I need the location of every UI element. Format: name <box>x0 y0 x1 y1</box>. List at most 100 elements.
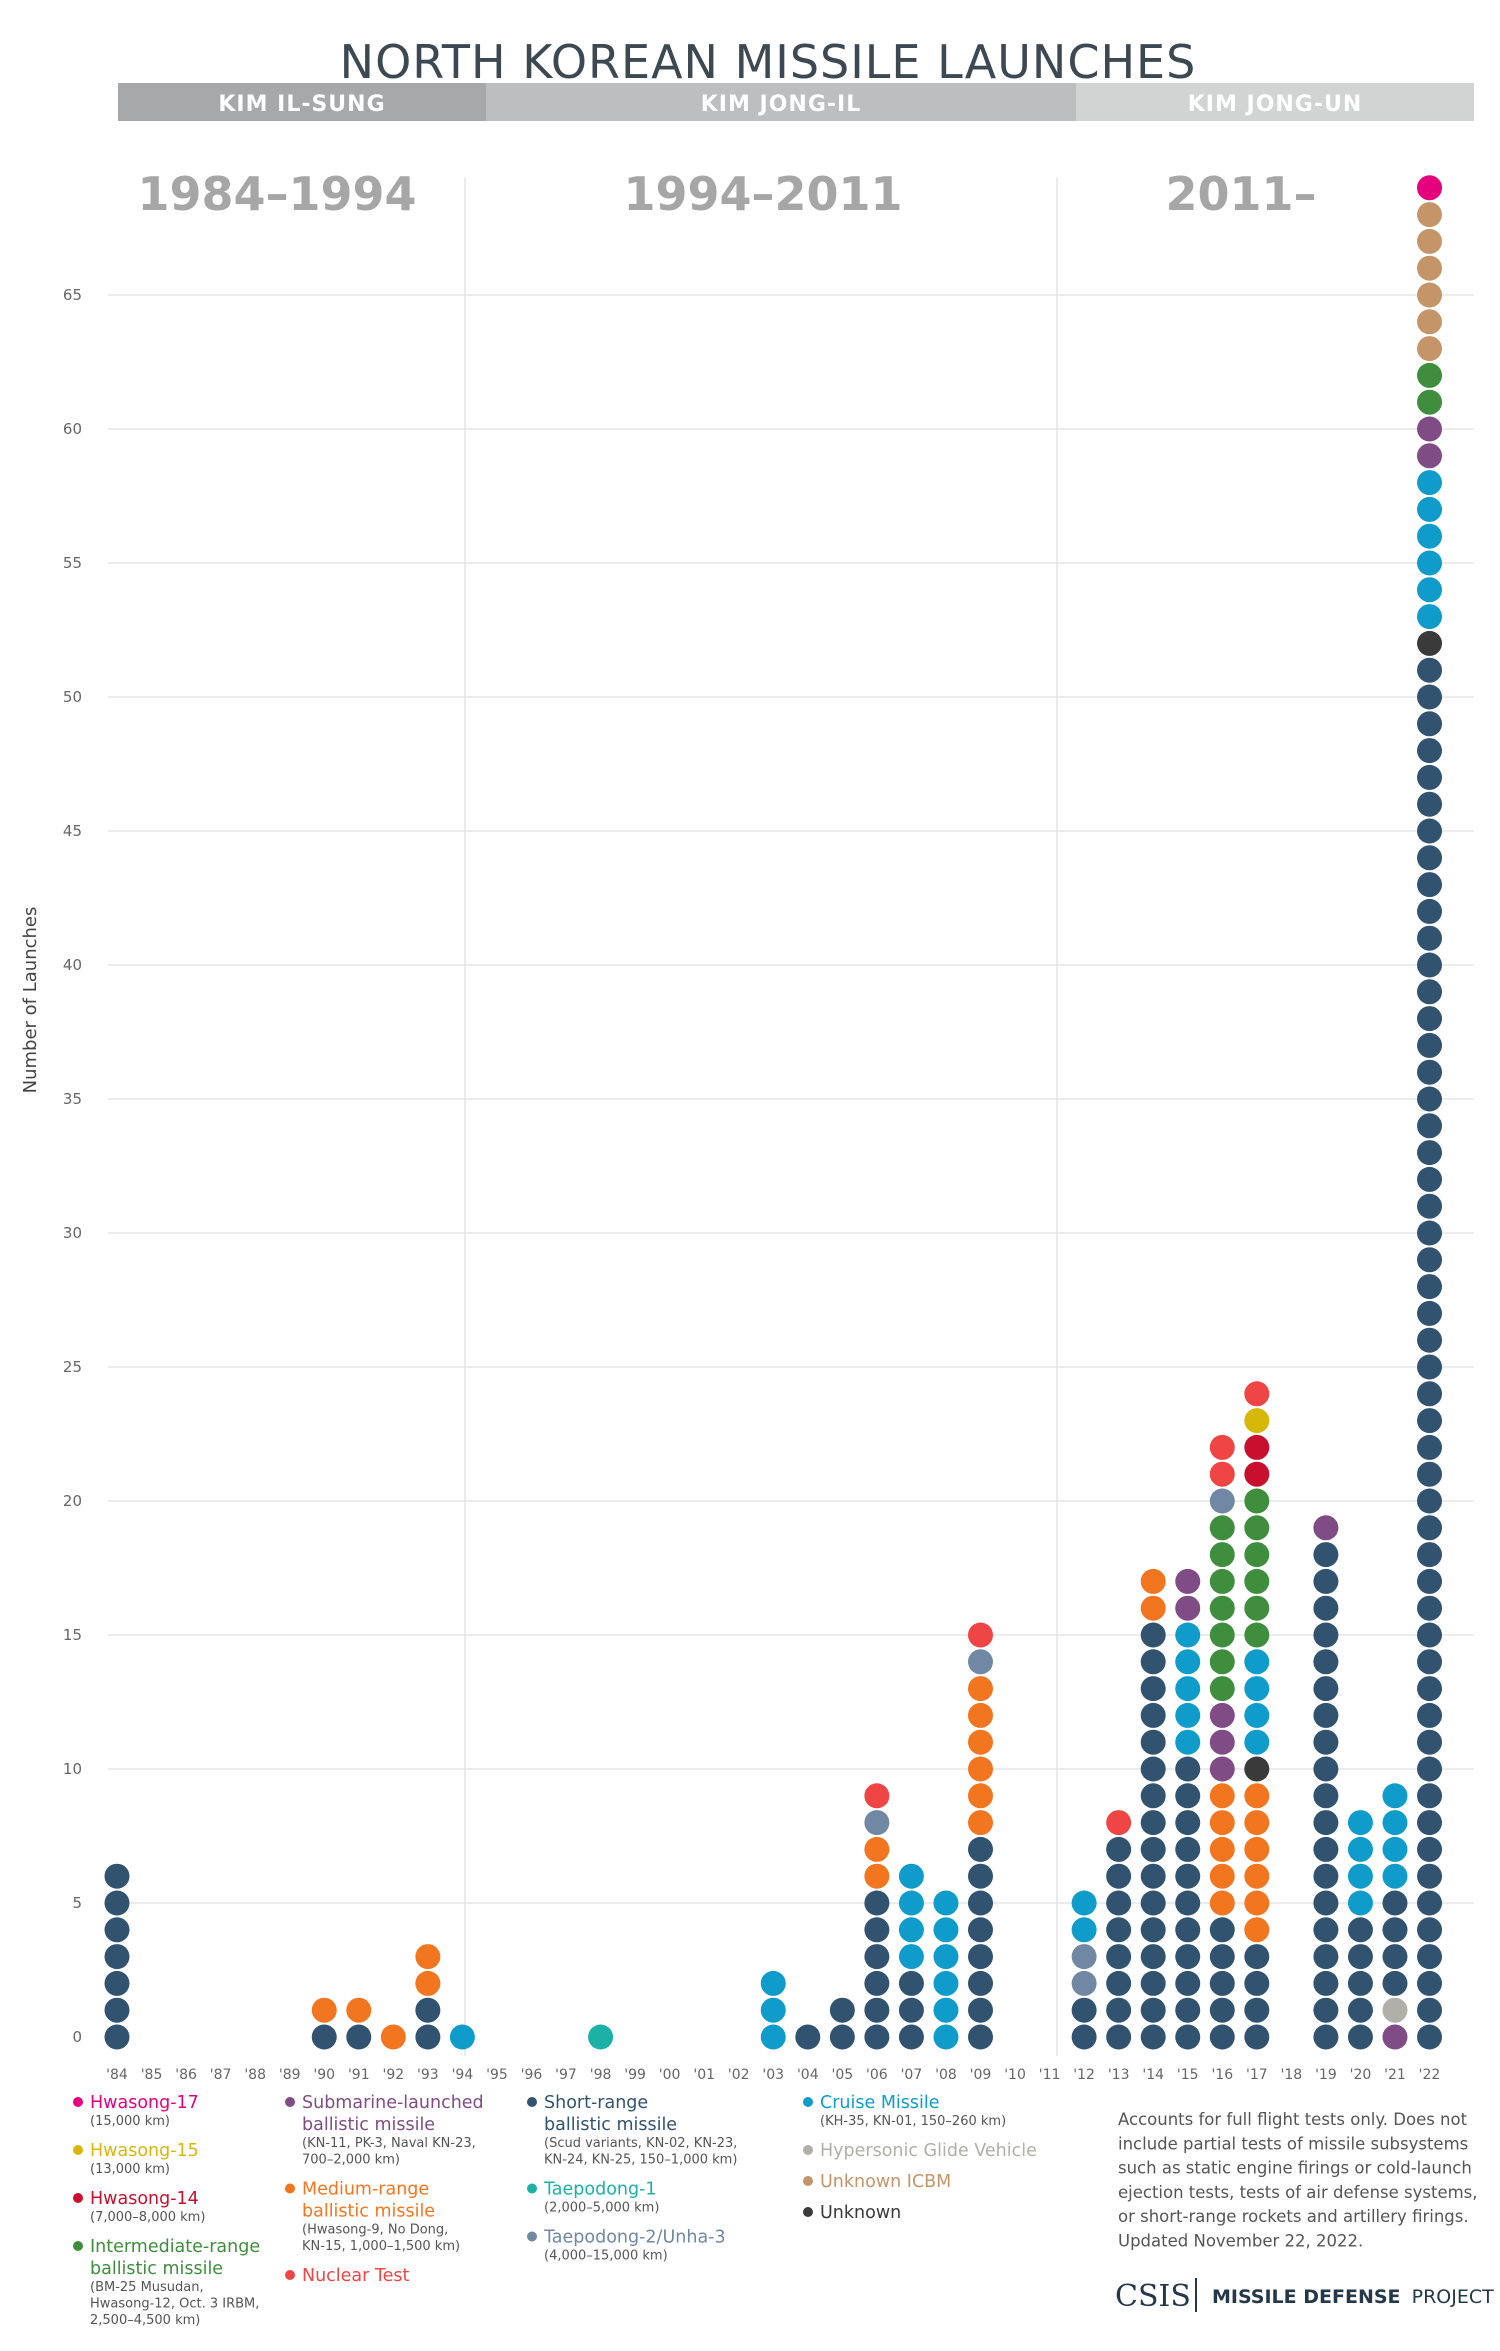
legend-description: (13,000 km) <box>90 2162 170 2177</box>
era-label-1984-1994: 1984–1994 <box>137 167 416 221</box>
launch-dot-short-range-ballistic-missile <box>968 1890 993 1916</box>
launch-dot-nuclear-test <box>1209 1461 1235 1487</box>
launch-dot-taepodong-2-unha-3 <box>864 1810 890 1836</box>
y-tick-label: 10 <box>63 1760 82 1778</box>
launch-dot-short-range-ballistic-missile <box>1417 1140 1443 1166</box>
launch-dot-short-range-ballistic-missile <box>1106 1997 1132 2023</box>
launch-dot-short-range-ballistic-missile <box>1209 1917 1235 1943</box>
launch-dot-short-range-ballistic-missile <box>1313 1756 1339 1782</box>
launch-dot-short-range-ballistic-missile <box>1417 1944 1443 1970</box>
chart-title: NORTH KOREAN MISSILE LAUNCHES <box>340 35 1197 89</box>
legend-swatch <box>73 2241 83 2251</box>
launch-dot-short-range-ballistic-missile <box>898 1970 924 1996</box>
launch-dot-short-range-ballistic-missile <box>1417 898 1443 924</box>
launch-dot-hwasong-17 <box>1417 175 1443 201</box>
launch-dot-cruise-missile <box>1417 550 1443 576</box>
launch-dot-short-range-ballistic-missile <box>1417 1836 1443 1862</box>
x-tick-label: '18 <box>1281 2067 1303 2083</box>
launch-dot-short-range-ballistic-missile <box>1417 1729 1443 1755</box>
x-tick-label: '11 <box>1039 2067 1061 2083</box>
launch-dot-medium-range-ballistic-missile <box>968 1729 993 1755</box>
launch-dot-unknown <box>1417 630 1443 656</box>
launch-dot-short-range-ballistic-missile <box>968 1970 993 1996</box>
launch-dot-short-range-ballistic-missile <box>1417 1863 1443 1889</box>
leader-band-kim-jong-un <box>1076 83 1474 121</box>
legend-name: Hwasong-17 <box>90 2093 199 2113</box>
launch-dot-short-range-ballistic-missile <box>1417 1113 1443 1139</box>
launch-dot-short-range-ballistic-missile <box>1140 1863 1166 1889</box>
legend-name: Hwasong-15 <box>90 2141 199 2161</box>
launch-dot-short-range-ballistic-missile <box>1417 1354 1443 1380</box>
launch-dot-hwasong-15 <box>1244 1408 1270 1434</box>
launch-dot-short-range-ballistic-missile <box>1175 1836 1201 1862</box>
launch-dot-submarine-launched-ballistic-missile <box>1382 2024 1408 2050</box>
legend-description: (7,000–8,000 km) <box>90 2210 205 2225</box>
x-tick-label: '99 <box>624 2067 646 2083</box>
launch-dot-short-range-ballistic-missile <box>1175 1917 1201 1943</box>
launch-dot-short-range-ballistic-missile <box>1175 1944 1201 1970</box>
launch-dot-short-range-ballistic-missile <box>864 1917 890 1943</box>
launch-dot-short-range-ballistic-missile <box>1417 1810 1443 1836</box>
launch-dot-short-range-ballistic-missile <box>1140 2024 1166 2050</box>
x-tick-label: '06 <box>866 2067 888 2083</box>
launch-dot-submarine-launched-ballistic-missile <box>1175 1568 1201 1594</box>
launch-dot-short-range-ballistic-missile <box>1313 1970 1339 1996</box>
launch-dot-short-range-ballistic-missile <box>1417 845 1443 871</box>
launch-dot-cruise-missile <box>1347 1810 1373 1836</box>
launch-dot-short-range-ballistic-missile <box>1417 1542 1443 1568</box>
launch-dot-short-range-ballistic-missile <box>104 1863 130 1889</box>
launch-dot-medium-range-ballistic-missile <box>968 1810 993 1836</box>
legend-item-unknown-icbm: Unknown ICBM <box>803 2172 951 2192</box>
legend-description: (2,000–5,000 km) <box>544 2201 659 2216</box>
launch-dot-short-range-ballistic-missile <box>1347 2024 1373 2050</box>
legend-swatch <box>73 2193 83 2203</box>
launch-dot-short-range-ballistic-missile <box>864 1890 890 1916</box>
launch-dot-submarine-launched-ballistic-missile <box>1313 1515 1339 1541</box>
launch-dot-short-range-ballistic-missile <box>864 2024 890 2050</box>
launch-dot-submarine-launched-ballistic-missile <box>1175 1595 1201 1621</box>
launch-dot-cruise-missile <box>1347 1863 1373 1889</box>
launch-dot-hypersonic-glide-vehicle <box>1382 1997 1408 2023</box>
launch-dot-cruise-missile <box>898 1890 924 1916</box>
legend-item-submarine-launched-ballistic-missile: Submarine-launched ballistic missile(KN-1… <box>285 2093 484 2168</box>
launch-dot-short-range-ballistic-missile <box>1313 1649 1339 1675</box>
launch-dot-short-range-ballistic-missile <box>1382 1917 1408 1943</box>
x-tick-label: '16 <box>1211 2067 1233 2083</box>
legend-description: (KH-35, KN-01, 150–260 km) <box>820 2114 1006 2129</box>
launch-dot-nuclear-test <box>1209 1434 1235 1460</box>
y-tick-label: 20 <box>63 1492 82 1510</box>
launch-dot-intermediate-range-ballistic-missile <box>1417 389 1443 415</box>
launch-dot-medium-range-ballistic-missile <box>1244 1863 1270 1889</box>
launch-dot-unknown-icbm <box>1417 336 1443 362</box>
launch-dot-medium-range-ballistic-missile <box>415 1944 441 1970</box>
launch-dot-medium-range-ballistic-missile <box>1209 1836 1235 1862</box>
legend-name: Taepodong-2/Unha-3 <box>543 2228 726 2248</box>
launch-dot-short-range-ballistic-missile <box>1244 2024 1270 2050</box>
launch-dot-cruise-missile <box>1175 1729 1201 1755</box>
launch-dot-intermediate-range-ballistic-missile <box>1209 1542 1235 1568</box>
launch-dot-cruise-missile <box>898 1917 924 1943</box>
launch-dot-short-range-ballistic-missile <box>1417 1488 1443 1514</box>
launch-dot-short-range-ballistic-missile <box>968 1863 993 1889</box>
launch-dot-unknown-icbm <box>1417 255 1443 281</box>
launch-dot-short-range-ballistic-missile <box>1417 791 1443 817</box>
launch-dot-cruise-missile <box>1175 1622 1201 1648</box>
launch-dot-short-range-ballistic-missile <box>1209 1944 1235 1970</box>
launch-dot-short-range-ballistic-missile <box>1106 1917 1132 1943</box>
launch-dot-medium-range-ballistic-missile <box>1244 1890 1270 1916</box>
y-tick-label: 0 <box>72 2028 82 2046</box>
legend-swatch <box>73 2097 83 2107</box>
launch-dot-short-range-ballistic-missile <box>1140 1970 1166 1996</box>
launch-dot-intermediate-range-ballistic-missile <box>1244 1595 1270 1621</box>
x-tick-label: '02 <box>728 2067 750 2083</box>
launch-dot-short-range-ballistic-missile <box>968 1944 993 1970</box>
launch-dot-medium-range-ballistic-missile <box>864 1836 890 1862</box>
launch-dot-short-range-ballistic-missile <box>1175 1783 1201 1809</box>
launch-dot-short-range-ballistic-missile <box>1417 711 1443 737</box>
launch-dot-short-range-ballistic-missile <box>1106 1890 1132 1916</box>
y-tick-label: 35 <box>63 1090 82 1108</box>
launch-dot-short-range-ballistic-missile <box>1417 1702 1443 1728</box>
launch-dot-short-range-ballistic-missile <box>1313 1568 1339 1594</box>
legend-swatch <box>803 2207 813 2217</box>
footnote: Accounts for full flight tests only. Doe… <box>1118 2110 1478 2251</box>
